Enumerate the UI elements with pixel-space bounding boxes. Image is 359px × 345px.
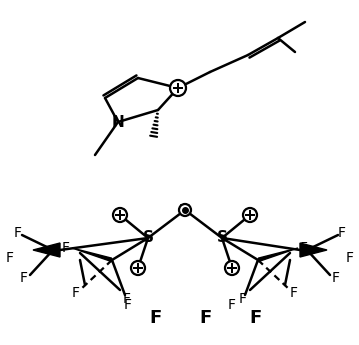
Text: F: F [6,251,14,265]
Text: O: O [244,208,256,222]
Text: S: S [216,230,228,246]
Text: F: F [123,292,131,306]
Text: O: O [227,261,237,275]
Text: N: N [112,115,124,129]
Text: F: F [239,292,247,306]
Polygon shape [300,243,327,257]
Text: O: O [115,208,125,222]
Text: F: F [228,298,236,312]
Text: F: F [338,226,346,240]
Text: N: N [179,203,191,217]
Text: F: F [290,286,298,300]
Circle shape [113,208,127,222]
Circle shape [179,204,191,216]
Text: F: F [149,309,161,327]
Text: F: F [300,241,308,255]
Circle shape [131,261,145,275]
Polygon shape [33,243,60,257]
Text: F: F [62,241,70,255]
Text: F: F [346,251,354,265]
Text: N: N [172,80,185,96]
Polygon shape [257,248,298,262]
Polygon shape [72,248,113,262]
Text: F: F [72,286,80,300]
Circle shape [170,80,186,96]
Text: F: F [332,271,340,285]
Text: F: F [249,309,261,327]
Text: F: F [124,298,132,312]
Text: F: F [199,309,211,327]
Text: S: S [143,230,154,246]
Text: F: F [20,271,28,285]
Circle shape [243,208,257,222]
Text: O: O [132,261,144,275]
Circle shape [225,261,239,275]
Text: F: F [14,226,22,240]
